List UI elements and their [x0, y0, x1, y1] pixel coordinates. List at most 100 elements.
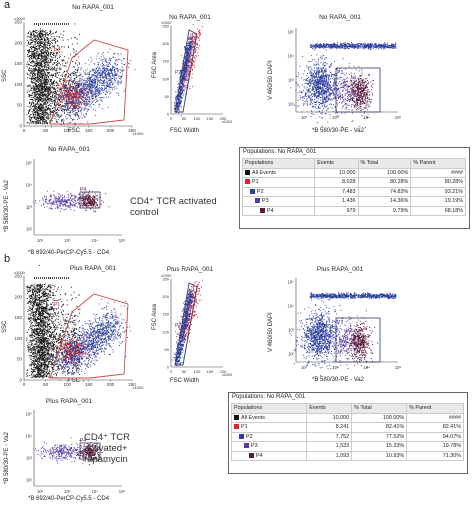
- x-tick-label: 200: [220, 369, 227, 374]
- pct-total-cell: 9.79%: [357, 205, 412, 216]
- table-row: P4 1,093 10.93% 71.30%: [230, 450, 464, 461]
- y-tick-label: 250: [162, 24, 169, 29]
- population-color-swatch: [244, 443, 249, 449]
- x-tick-label: 10²: [301, 365, 308, 370]
- population-color-swatch: [249, 452, 254, 458]
- event-dots: [48, 48, 136, 128]
- population-label: P3: [251, 443, 258, 450]
- condition-line: CD4⁺ TCR: [84, 432, 131, 443]
- population-label: P4: [267, 207, 274, 214]
- events-cell: 10,000: [306, 412, 353, 423]
- y-axis-title: *B 580/30-PE - Va2: [4, 180, 10, 232]
- panel-letter-a: a: [4, 0, 11, 11]
- populations-grid: Populations Events % Total % Parent All …: [241, 158, 466, 216]
- y-tick-label: 150: [162, 312, 169, 317]
- y-tick-label: 200: [14, 40, 22, 45]
- populations-table-b: Populations: No RAPA_001 Populations Eve…: [228, 392, 468, 474]
- population-label: P2: [257, 188, 264, 195]
- population-color-swatch: [239, 433, 244, 439]
- population-name: P4: [230, 450, 308, 461]
- pct-total-cell: 100.00%: [351, 412, 408, 423]
- x-tick-label: 10³: [64, 489, 71, 494]
- x-tick-label: 150: [85, 128, 93, 133]
- x-tick-label: 10³: [332, 115, 339, 120]
- population-name: P2: [241, 186, 316, 197]
- event-dots: [33, 437, 99, 464]
- x-tick-label: 200: [107, 382, 115, 387]
- population-label: P1: [241, 424, 248, 431]
- x-unit-label: x1000: [222, 373, 232, 377]
- x-tick-label: 0: [23, 128, 26, 133]
- y-tick-label: 150: [14, 61, 22, 66]
- plot-title: Plus RAPA_001: [45, 398, 93, 405]
- event-dots: [290, 42, 397, 127]
- table-row: P3 1,533 15.33% 19.78%: [230, 441, 464, 452]
- y-tick-label: 10²: [26, 227, 33, 232]
- table-title: Populations: No RAPA_001: [243, 149, 317, 155]
- x-axis-title: FSC: [68, 378, 80, 384]
- population-name: P1: [230, 422, 308, 433]
- x-tick-label: 100: [63, 128, 71, 133]
- x-tick-label: 250: [128, 128, 136, 133]
- x-axis-title: FSC Width: [170, 378, 200, 384]
- y-tick-label: 50: [17, 357, 23, 362]
- y-tick-label: 10⁵: [288, 280, 295, 285]
- y-tick-label: 0: [167, 112, 170, 117]
- table-header-row: Populations Events % Total % Parent: [241, 158, 466, 169]
- y-tick-label: 150: [162, 59, 169, 64]
- condition-label-a: CD4⁺ TCR activated control: [130, 196, 240, 218]
- x-tick-label: 250: [128, 382, 136, 387]
- pct-parent-cell: 94.07%: [406, 431, 464, 442]
- events-cell: 10,000: [314, 167, 359, 178]
- pct-parent-cell: 82.41%: [406, 422, 464, 433]
- y-tick-label: 0: [167, 365, 170, 370]
- fsc-ssc-plot-b: 0 50 100 150 200 250050100150200250x1000x1000…: [14, 264, 144, 390]
- pct-parent-cell: 93.21%: [410, 186, 466, 197]
- pct-parent-cell: 68.18%: [410, 205, 466, 216]
- p3-gate: [335, 67, 381, 113]
- table-row: All Events 10,000 100.00% ####: [241, 167, 466, 178]
- gate-label: P1: [54, 302, 60, 308]
- x-axis-title: *B 692/40-PerCP-Cy5.5 - CD4: [28, 496, 110, 502]
- table-row: P4 979 9.79% 68.18%: [241, 205, 466, 216]
- gate-label: P4: [80, 438, 86, 444]
- x-tick-label: 200: [107, 128, 115, 133]
- y-tick-label: 10³: [288, 328, 295, 333]
- y-tick-label: 0: [19, 124, 22, 129]
- gate-label: P3: [337, 320, 343, 326]
- y-tick-label: 200: [14, 294, 22, 299]
- y-tick-label: 10⁴: [26, 434, 33, 439]
- x-tick-label: 10⁵: [119, 489, 126, 494]
- header-pct-parent: % Parent: [406, 403, 464, 414]
- pct-total-cell: 82.41%: [351, 422, 408, 433]
- header-pct-parent: % Parent: [410, 158, 466, 169]
- x-unit-label: x1000: [133, 131, 145, 136]
- event-dots: [341, 66, 374, 129]
- condition-line: activated+: [84, 443, 128, 454]
- x-tick-label: 10⁴: [91, 489, 98, 494]
- x-tick-label: 150: [207, 116, 214, 121]
- event-dots: [289, 291, 397, 377]
- y-tick-label: 10³: [288, 78, 295, 83]
- x-tick-label: 10⁴: [91, 238, 98, 243]
- header-pct-total: % Total: [357, 158, 412, 169]
- table-title: Populations: No RAPA_001: [232, 394, 306, 400]
- event-dots: [47, 298, 131, 382]
- fsc-ssc-plot-a: 0 50 100 150 200 250050100150200250x1000x1000…: [14, 16, 144, 136]
- y-axis-title: *B 580/30-PE - Va2: [4, 432, 10, 484]
- table-body: All Events 10,000 100.00% #### P1 8,028 80.28%…: [241, 167, 466, 216]
- y-tick-label: 100: [14, 336, 22, 341]
- x-axis-title: *B 692/40-PerCP-Cy5.5 - CD4: [28, 250, 110, 256]
- x-tick-label: 10³: [64, 238, 71, 243]
- pct-total-cell: 80.28%: [357, 177, 412, 188]
- header-populations: Populations: [230, 403, 308, 414]
- x-tick-label: 50: [43, 382, 49, 387]
- x-tick-label: 10⁵: [119, 238, 126, 243]
- plot-title: No RAPA_001: [319, 14, 361, 21]
- y-tick-label: 10²: [288, 352, 295, 357]
- y-axis-title: V 460/50 DAPI: [268, 60, 274, 100]
- population-name: All Events: [241, 167, 316, 178]
- populations-grid: Populations Events % Total % Parent All …: [230, 403, 464, 461]
- y-tick-label: 10⁵: [288, 30, 295, 35]
